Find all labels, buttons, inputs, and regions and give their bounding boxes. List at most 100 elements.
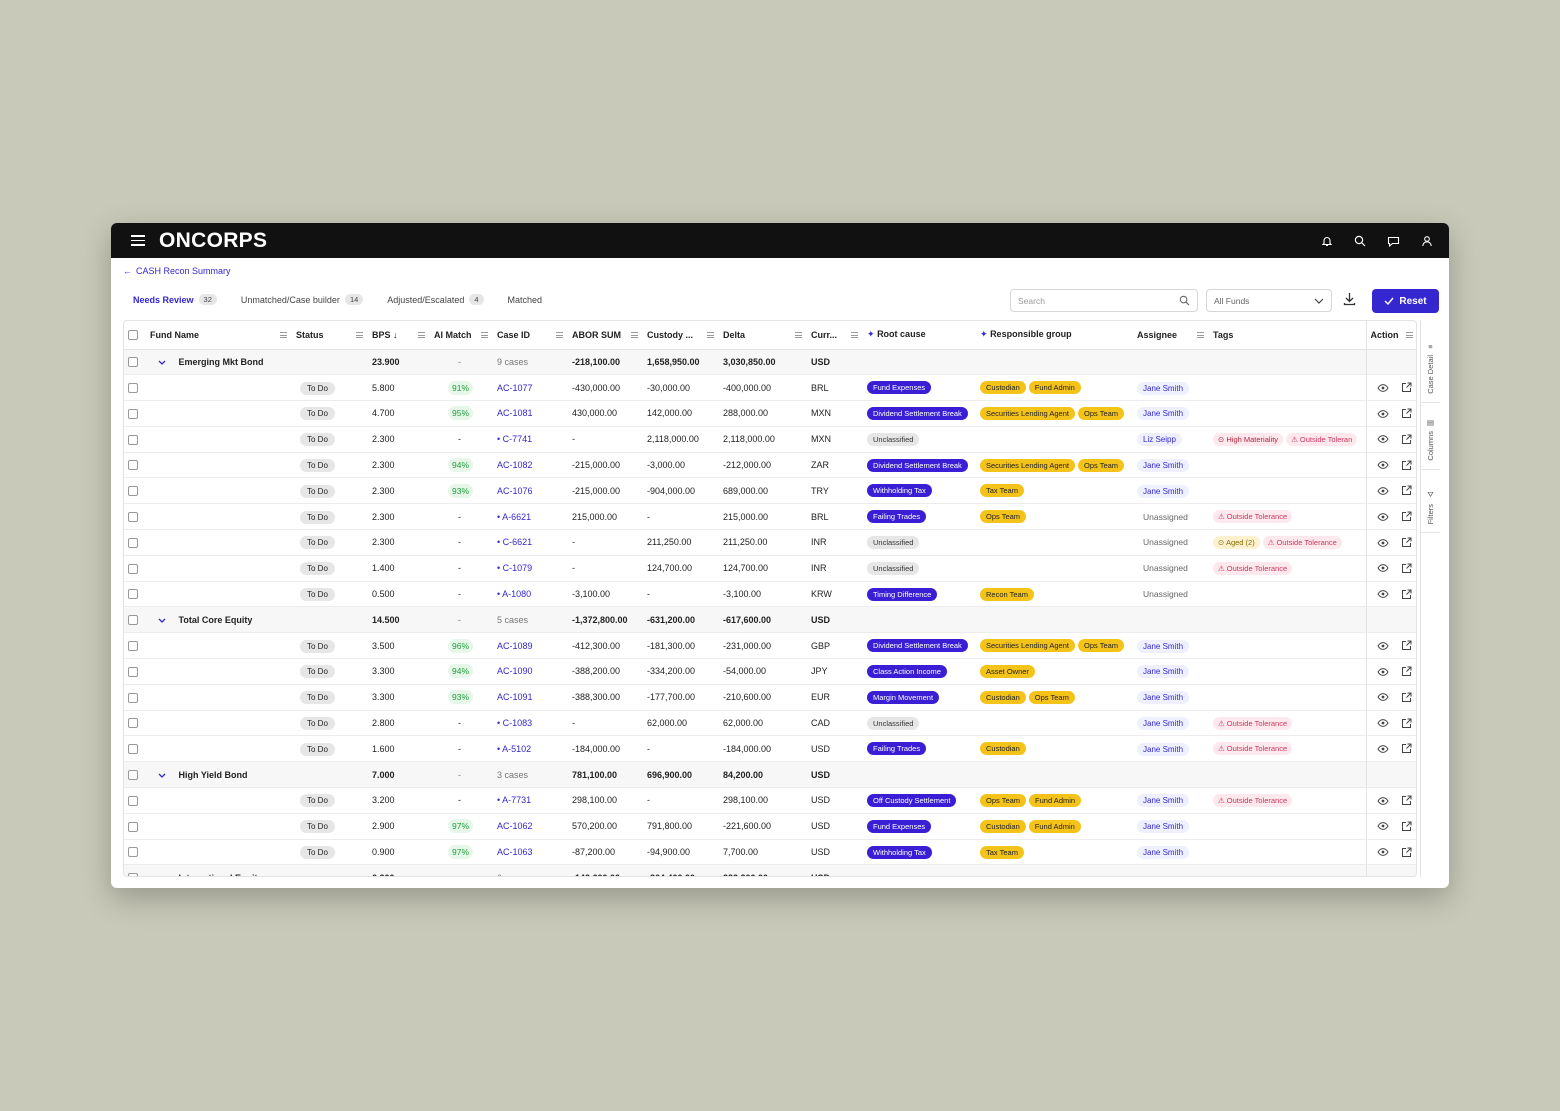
group-row[interactable]: Total Core Equity 14.500 - 5 cases -1,372,80…: [124, 606, 1416, 634]
assignee-cell[interactable]: Jane Smith: [1133, 374, 1209, 402]
table-row[interactable]: To Do 5.800 91% AC-1077 -430,000.00 -30,000.0…: [124, 374, 1416, 402]
responsible-group-cell[interactable]: Asset Owner: [976, 658, 1133, 685]
responsible-group-cell[interactable]: Tax Team: [976, 477, 1133, 505]
assignee-cell[interactable]: Jane Smith: [1133, 477, 1209, 505]
action-cell[interactable]: [1365, 477, 1416, 505]
header-fund-name[interactable]: Fund Name: [146, 321, 292, 350]
root-cause-badge[interactable]: Off Custody Settlement: [867, 793, 957, 807]
column-menu-icon[interactable]: [418, 332, 425, 340]
responsible-group-badge[interactable]: Tax Team: [980, 484, 1024, 498]
root-cause-cell[interactable]: Margin Movement: [863, 684, 976, 711]
side-tab-case-detail[interactable]: ≡ Case Detail: [1421, 342, 1440, 403]
eye-icon[interactable]: [1376, 667, 1389, 676]
action-cell[interactable]: [1365, 374, 1416, 402]
select-cell[interactable]: [124, 374, 146, 402]
case-id-link[interactable]: AC-1076: [497, 485, 533, 496]
responsible-group-badge[interactable]: Custodian: [980, 690, 1026, 704]
case-id-link[interactable]: AC-1077: [497, 382, 533, 393]
select-cell[interactable]: [124, 426, 146, 453]
action-cell[interactable]: [1365, 813, 1416, 840]
column-menu-icon[interactable]: [707, 332, 714, 340]
assignee-cell[interactable]: Jane Smith: [1133, 735, 1209, 763]
breadcrumb[interactable]: ← CASH Recon Summary: [123, 266, 231, 276]
table-row[interactable]: To Do 3.300 94% AC-1090 -388,200.00 -334,200.…: [124, 658, 1416, 685]
case-id-link[interactable]: • C-1079: [497, 563, 533, 574]
root-cause-cell[interactable]: Failing Trades: [863, 735, 976, 763]
assignee-chip[interactable]: Unassigned: [1143, 511, 1188, 522]
eye-icon[interactable]: [1376, 461, 1389, 470]
responsible-group-badge[interactable]: Ops Team: [1077, 458, 1125, 472]
select-cell[interactable]: [124, 658, 146, 685]
table-row[interactable]: To Do 2.800 - • C-1083 - 62,000.00 62,000.00 CA…: [124, 710, 1416, 737]
action-cell[interactable]: [1365, 684, 1416, 711]
root-cause-cell[interactable]: Unclassified: [863, 426, 976, 453]
select-cell[interactable]: [124, 632, 146, 660]
case-cell[interactable]: AC-1062: [493, 813, 568, 840]
assignee-cell[interactable]: Jane Smith: [1133, 787, 1209, 814]
column-menu-icon[interactable]: [481, 332, 488, 340]
table-row[interactable]: To Do 2.300 - • A-6621 215,000.00 - 215,000.00…: [124, 503, 1416, 531]
select-cell[interactable]: [124, 710, 146, 737]
root-cause-badge[interactable]: Unclassified: [867, 432, 920, 446]
responsible-group-cell[interactable]: Ops Team Fund Admin: [976, 787, 1133, 814]
case-cell[interactable]: AC-1077: [493, 374, 568, 402]
root-cause-badge[interactable]: Dividend Settlement Break: [867, 639, 968, 653]
root-cause-badge[interactable]: Failing Trades: [867, 510, 927, 524]
eye-icon[interactable]: [1376, 487, 1389, 495]
assignee-cell[interactable]: Unassigned: [1133, 529, 1209, 556]
case-cell[interactable]: AC-1076: [493, 477, 568, 505]
checkbox[interactable]: [128, 640, 138, 651]
open-external-icon[interactable]: [1401, 537, 1412, 548]
root-cause-badge[interactable]: Withholding Tax: [867, 845, 932, 859]
table-row[interactable]: To Do 0.900 97% AC-1063 -87,200.00 -94,900.00…: [124, 839, 1416, 866]
checkbox[interactable]: [128, 408, 138, 419]
root-cause-badge[interactable]: Margin Movement: [867, 690, 940, 704]
select-cell[interactable]: [124, 349, 146, 376]
select-cell[interactable]: [124, 555, 146, 582]
assignee-cell[interactable]: Jane Smith: [1133, 632, 1209, 660]
responsible-group-cell[interactable]: Ops Team: [976, 503, 1133, 531]
responsible-group-badge[interactable]: Securities Lending Agent: [980, 406, 1075, 420]
assignee-cell[interactable]: Jane Smith: [1133, 710, 1209, 737]
user-icon[interactable]: [1421, 235, 1433, 247]
responsible-group-badge[interactable]: Ops Team: [980, 793, 1027, 807]
case-id-link[interactable]: • A-5102: [497, 743, 532, 754]
case-id-link[interactable]: AC-1089: [497, 640, 533, 651]
root-cause-badge[interactable]: Unclassified: [867, 561, 920, 575]
responsible-group-cell[interactable]: Custodian: [976, 735, 1133, 763]
root-cause-cell[interactable]: Failing Trades: [863, 503, 976, 531]
checkbox[interactable]: [128, 847, 138, 858]
root-cause-cell[interactable]: Dividend Settlement Break: [863, 632, 976, 660]
checkbox[interactable]: [128, 873, 138, 876]
root-cause-cell[interactable]: Timing Difference: [863, 581, 976, 608]
action-cell[interactable]: [1365, 787, 1416, 814]
table-row[interactable]: To Do 2.300 - • C-7741 - 2,118,000.00 2,118,00…: [124, 426, 1416, 453]
column-menu-icon[interactable]: [795, 332, 802, 340]
action-cell[interactable]: [1365, 658, 1416, 685]
responsible-group-cell[interactable]: Custodian Fund Admin: [976, 374, 1133, 402]
checkbox[interactable]: [128, 563, 138, 574]
header-case-id[interactable]: Case ID: [493, 321, 568, 350]
action-cell[interactable]: [1365, 400, 1416, 427]
responsible-group-cell[interactable]: Securities Lending Agent Ops Team: [976, 632, 1133, 660]
open-external-icon[interactable]: [1401, 382, 1412, 393]
eye-icon[interactable]: [1376, 822, 1389, 831]
select-cell[interactable]: [124, 503, 146, 531]
root-cause-badge[interactable]: Unclassified: [867, 535, 920, 549]
root-cause-cell[interactable]: Dividend Settlement Break: [863, 452, 976, 479]
root-cause-cell[interactable]: Withholding Tax: [863, 839, 976, 866]
select-cell[interactable]: [124, 735, 146, 763]
group-row[interactable]: High Yield Bond 7.000 - 3 cases 781,100.00 69…: [124, 761, 1416, 789]
eye-icon[interactable]: [1376, 848, 1389, 856]
responsible-group-badge[interactable]: Tax Team: [980, 845, 1024, 859]
fund-cell[interactable]: High Yield Bond: [146, 761, 292, 789]
case-id-link[interactable]: • C-1083: [497, 718, 533, 729]
case-cell[interactable]: AC-1089: [493, 632, 568, 660]
responsible-group-badge[interactable]: Ops Team: [1028, 690, 1075, 704]
case-cell[interactable]: • A-5102: [493, 735, 568, 763]
sort-down-icon[interactable]: ↓: [393, 329, 398, 340]
assignee-cell[interactable]: Jane Smith: [1133, 684, 1209, 711]
table-row[interactable]: To Do 3.200 - • A-7731 298,100.00 - 298,100.00…: [124, 787, 1416, 814]
responsible-group-cell[interactable]: [976, 529, 1133, 556]
root-cause-badge[interactable]: Fund Expenses: [867, 381, 932, 395]
